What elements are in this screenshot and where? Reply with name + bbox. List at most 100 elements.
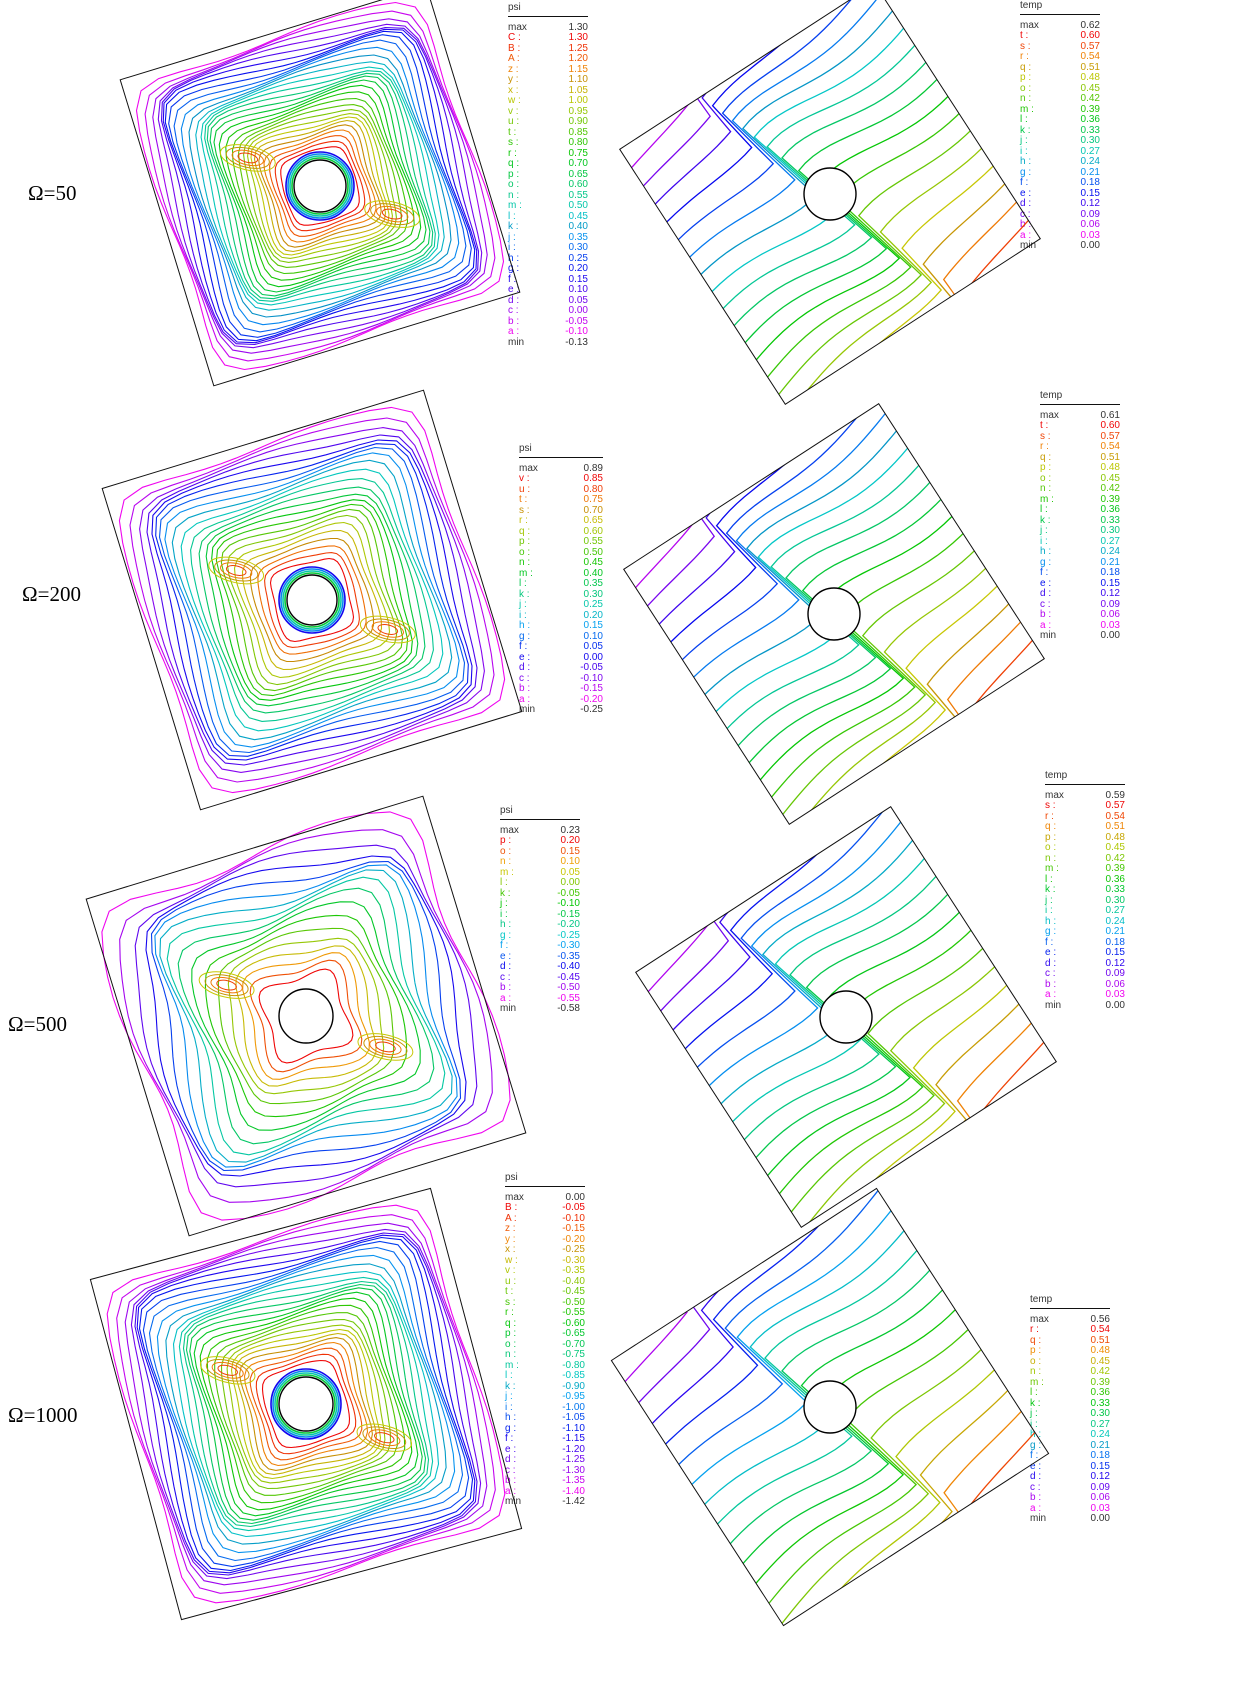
legend-entry: min 0.00 xyxy=(1045,1000,1125,1012)
legend-entry-key: l : xyxy=(1030,1387,1038,1398)
legend-entry-key: u : xyxy=(508,116,520,127)
streamline xyxy=(226,514,398,686)
legend-entry: s : 0.70 xyxy=(519,505,603,517)
legend-entry-key: f : xyxy=(508,273,517,285)
eddy-contour xyxy=(368,1429,401,1447)
legend-entry-key: a : xyxy=(1030,1502,1042,1514)
legend-entry: j : -0.95 xyxy=(505,1391,585,1403)
legend-entry-value: 0.45 xyxy=(1105,842,1125,853)
legend-entry-value: 0.39 xyxy=(1100,493,1120,505)
streamline xyxy=(162,28,478,344)
eddy-contour xyxy=(237,152,259,164)
legend-entry-key: h : xyxy=(1030,1429,1042,1440)
cylinder-ring xyxy=(289,155,351,217)
legend-entry: m : 0.40 xyxy=(519,568,603,580)
legend-entry: c : -0.45 xyxy=(500,971,580,984)
streamline xyxy=(116,1214,496,1594)
legend-entry: o : 0.45 xyxy=(1040,473,1120,485)
eddy-contour xyxy=(198,971,255,999)
streamline xyxy=(227,937,385,1095)
legend-entry: r : 0.54 xyxy=(1040,441,1120,453)
legend-entry: i : -0.15 xyxy=(500,909,580,921)
legend-entry-value: 0.15 xyxy=(568,273,588,285)
legend-entry: max 0.62 xyxy=(1020,20,1100,32)
legend-entry-value: 1.05 xyxy=(568,84,588,96)
cylinder xyxy=(293,159,347,213)
streamline xyxy=(185,1283,427,1525)
isotherm xyxy=(647,0,886,306)
legend-entry: u : 0.90 xyxy=(508,116,588,128)
legend-entry: l : 0.36 xyxy=(1045,874,1125,886)
legend-entry: r : 0.54 xyxy=(1020,51,1100,63)
legend-entry: r : 0.54 xyxy=(1045,811,1125,823)
legend-entry-key: d : xyxy=(1020,198,1032,209)
legend-entry: b : -0.05 xyxy=(508,316,588,328)
legend-entry: b : 0.06 xyxy=(1030,1492,1110,1504)
eddy-contour xyxy=(356,1423,413,1452)
legend-entry-key: n : xyxy=(505,1349,517,1360)
legend-entry-value: 0.30 xyxy=(1090,1408,1110,1419)
streamline xyxy=(247,113,393,259)
legend-entry: g : 0.21 xyxy=(1040,556,1120,569)
legend-entry-value: -0.10 xyxy=(565,326,588,337)
legend-entry-value: 0.21 xyxy=(1100,556,1120,568)
streamline xyxy=(269,557,355,643)
legend-entry-key: max xyxy=(1045,789,1064,801)
legend-entry-key: w : xyxy=(508,95,521,106)
streamline xyxy=(106,1204,506,1604)
legend-entry-key: c : xyxy=(500,971,511,983)
legend-entry: e : 0.15 xyxy=(1020,187,1100,200)
streamline xyxy=(233,521,391,679)
legend-entry-key: n : xyxy=(519,557,531,568)
legend-entry-key: m : xyxy=(1030,1376,1044,1388)
legend-entry-value: 0.60 xyxy=(1080,30,1100,41)
legend-entry-value: -0.65 xyxy=(562,1328,585,1339)
isotherm xyxy=(715,455,953,773)
legend-entry-key: p : xyxy=(508,168,520,180)
legend-entry: f : -0.30 xyxy=(500,940,580,952)
legend-entry-key: k : xyxy=(519,588,530,600)
legend-entry-key: B : xyxy=(508,42,521,54)
eddy-contour xyxy=(375,1041,396,1053)
legend-entry-value: -0.10 xyxy=(580,672,603,684)
isotherm xyxy=(633,1188,881,1517)
legend-entry-key: l : xyxy=(1020,114,1028,125)
streamline xyxy=(231,97,409,275)
legend-entry-value: 0.09 xyxy=(1080,208,1100,220)
legend-entry-key: a : xyxy=(505,1485,517,1497)
eddy-contour xyxy=(377,624,399,635)
legend-entry-key: o : xyxy=(1045,842,1057,853)
isotherm xyxy=(669,1214,918,1545)
legend-entry: h : 0.24 xyxy=(1040,546,1120,558)
cylinder-ring xyxy=(280,568,344,632)
row-label-omega-50: Ω=50 xyxy=(28,181,77,205)
legend-entry-key: max xyxy=(1030,1313,1049,1325)
legend-entry: c : -1.30 xyxy=(505,1465,585,1477)
legend-entry-key: e : xyxy=(1020,187,1032,199)
legend-entry-value: 0.21 xyxy=(1090,1439,1110,1451)
legend-entry-value: 0.95 xyxy=(568,105,588,117)
legend-title: psi xyxy=(500,805,580,820)
legend-entry-value: -0.58 xyxy=(557,1003,580,1014)
streamline xyxy=(199,1297,413,1511)
legend-entry: t : 0.60 xyxy=(1040,420,1120,432)
streamline xyxy=(172,1270,440,1538)
legend-entry-value: 0.45 xyxy=(583,557,603,568)
legend-entry-value: 0.51 xyxy=(1100,451,1120,463)
streamline xyxy=(235,945,377,1087)
legend-entry-value: 0.57 xyxy=(1105,800,1125,811)
legend-entry-value: -0.35 xyxy=(562,1265,585,1276)
legend-entry: h : 0.24 xyxy=(1020,156,1100,168)
legend-entry: h : -1.05 xyxy=(505,1412,585,1424)
legend-entry-value: 0.21 xyxy=(1080,166,1100,178)
legend-entry: q : 0.51 xyxy=(1030,1335,1110,1347)
legend-entry-value: -0.45 xyxy=(557,971,580,983)
streamline xyxy=(261,1359,351,1449)
legend-entry: i : 0.27 xyxy=(1020,146,1100,158)
legend-entry: l : 0.36 xyxy=(1040,504,1120,516)
legend-entry-value: -0.90 xyxy=(562,1380,585,1392)
legend-entry-key: k : xyxy=(1045,884,1056,895)
streamline xyxy=(198,486,426,714)
legend-entry-key: m : xyxy=(1045,863,1059,874)
